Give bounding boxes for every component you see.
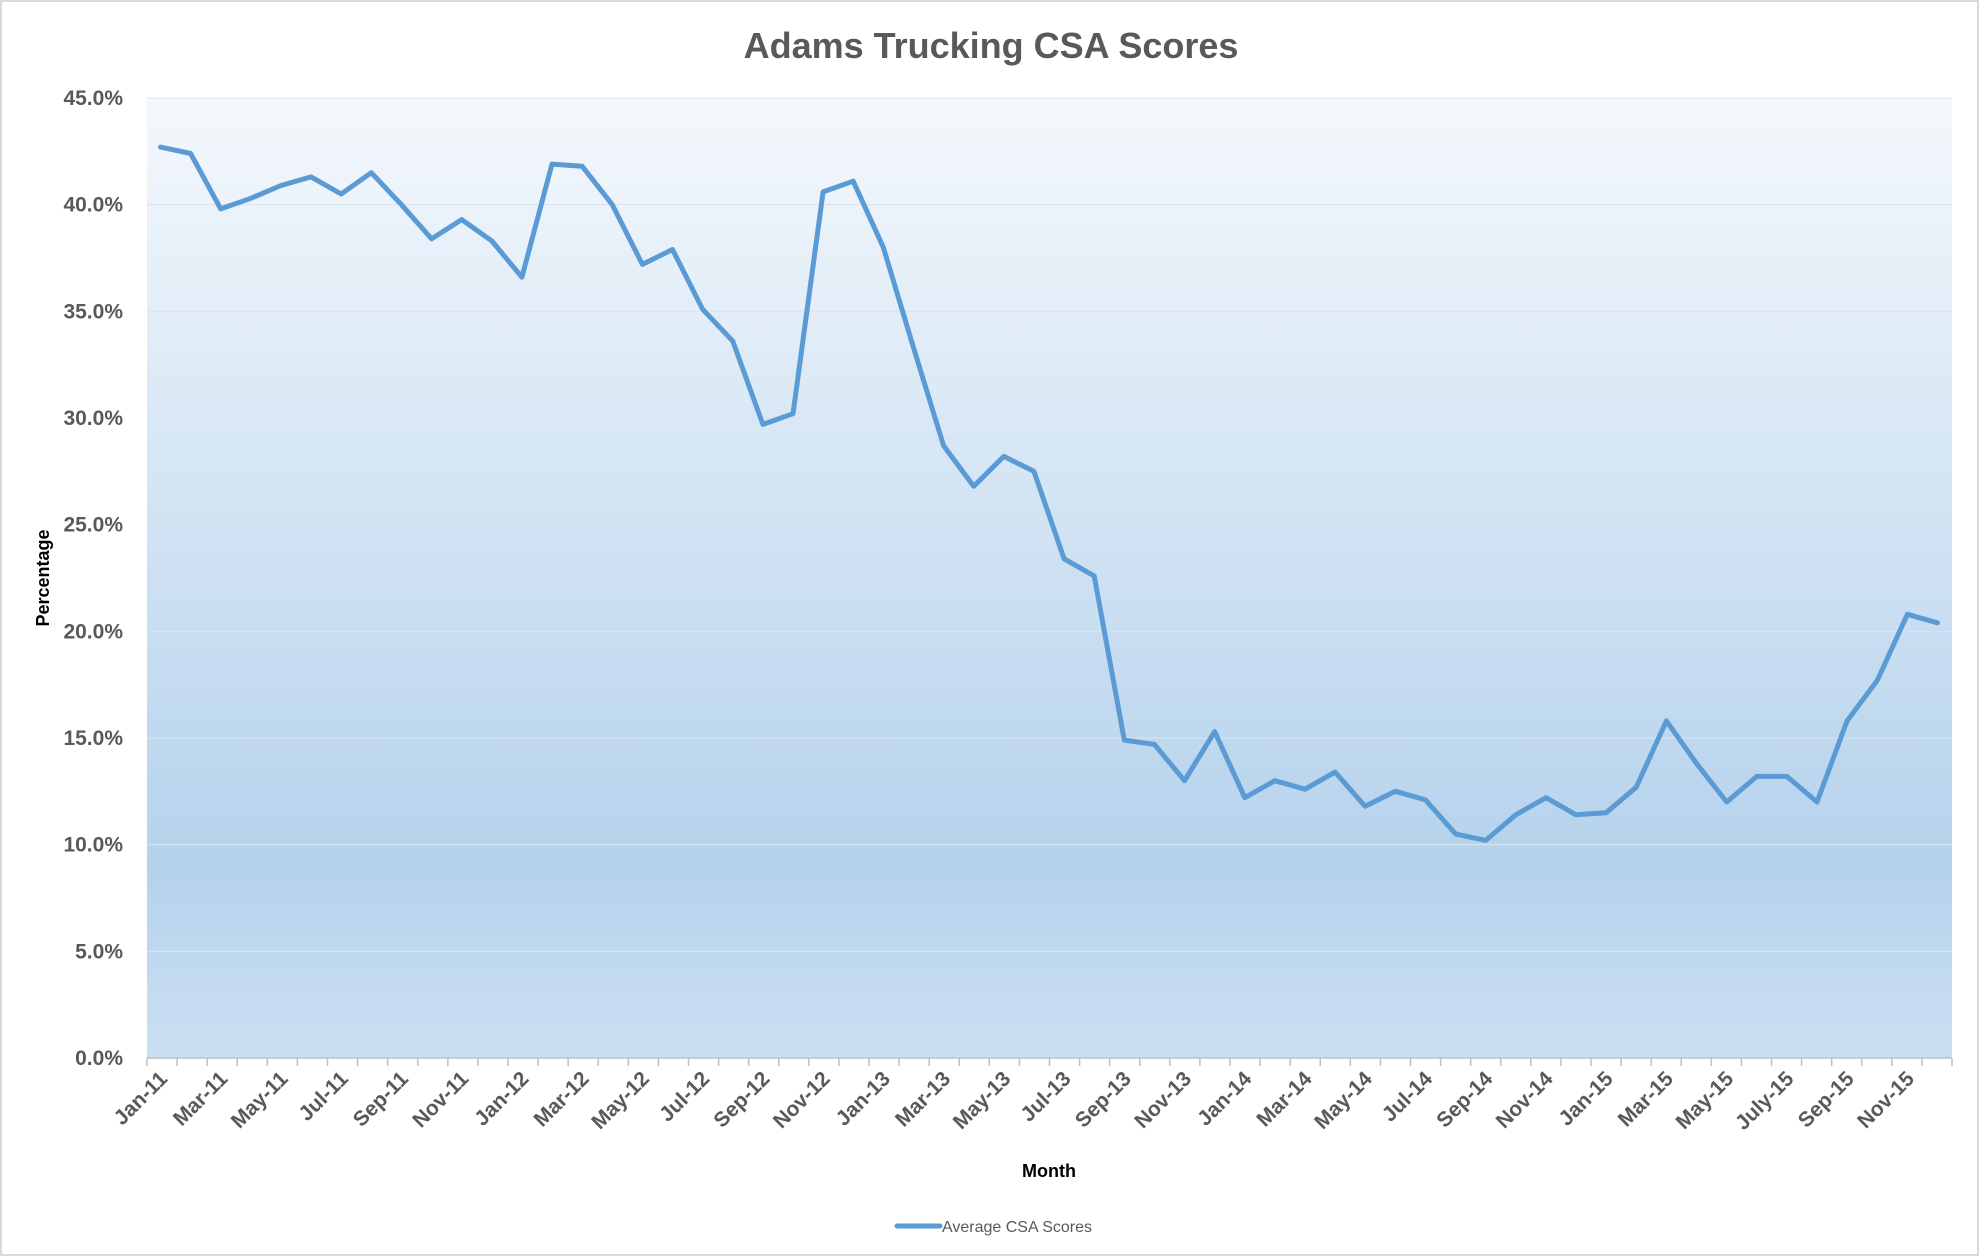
x-tick-label: May-13 — [949, 1067, 1016, 1134]
x-tick-label: Sep-14 — [1432, 1067, 1497, 1132]
y-tick-label: 45.0% — [63, 87, 123, 110]
x-tick-label: May-15 — [1672, 1067, 1739, 1134]
series-layer — [158, 144, 1940, 843]
series-line-average-csa-scores[interactable] — [158, 144, 1940, 843]
legend[interactable]: Average CSA Scores — [894, 1219, 1092, 1236]
x-tick-label: Jul-12 — [655, 1067, 714, 1126]
x-tick-label: May-11 — [227, 1067, 293, 1133]
x-tick-label: Nov-11 — [408, 1067, 473, 1132]
x-tick-label: Jan-12 — [470, 1067, 533, 1130]
x-tick-label: Jul-13 — [1016, 1067, 1075, 1126]
x-tick-label: Mar-12 — [530, 1067, 594, 1131]
x-tick-label: Sep-15 — [1794, 1067, 1859, 1132]
x-tick-label: Mar-15 — [1614, 1067, 1678, 1131]
y-tick-label: 10.0% — [63, 834, 123, 857]
y-tick-label: 40.0% — [63, 194, 123, 217]
x-tick-label: Sep-12 — [709, 1067, 774, 1132]
chart-title: Adams Trucking CSA Scores — [744, 25, 1239, 66]
y-tick-label: 0.0% — [75, 1047, 123, 1070]
x-tick-label: Nov-12 — [769, 1067, 835, 1133]
x-tick-label: Jul-14 — [1378, 1067, 1437, 1126]
x-axis — [146, 1057, 1953, 1066]
x-tick-label: Nov-13 — [1130, 1067, 1196, 1133]
x-tick-label: Nov-14 — [1492, 1067, 1558, 1133]
x-tick-label: Nov-15 — [1853, 1067, 1919, 1133]
x-tick-label: Jan-11 — [110, 1067, 173, 1130]
x-axis-label: Month — [1022, 1161, 1076, 1181]
y-tick-label: 5.0% — [75, 940, 123, 963]
x-tick-label: Sep-13 — [1071, 1067, 1136, 1132]
x-tick-label: Jan-15 — [1554, 1067, 1618, 1131]
x-tick-label: Mar-11 — [169, 1067, 233, 1131]
x-tick-label: May-14 — [1310, 1067, 1377, 1134]
y-axis-label: Percentage — [33, 529, 53, 626]
plot-area — [147, 98, 1952, 1058]
x-tick-label: Jan-14 — [1193, 1067, 1257, 1131]
x-tick-label: Jan-13 — [832, 1067, 895, 1130]
x-tick-label: Mar-13 — [891, 1067, 955, 1131]
x-tick-label: May-12 — [587, 1067, 654, 1134]
x-tick-label: Jul-11 — [294, 1067, 353, 1126]
y-tick-label: 15.0% — [63, 727, 123, 750]
gridlines — [147, 97, 1952, 952]
y-axis-ticks: 0.0% 5.0% 10.0% 15.0% 20.0% 25.0% 30.0% 35.0% 40… — [63, 87, 123, 1070]
x-tick-label: Mar-14 — [1252, 1067, 1316, 1131]
x-tick-label: Sep-11 — [349, 1067, 413, 1131]
y-tick-label: 30.0% — [63, 407, 123, 430]
y-tick-label: 25.0% — [63, 514, 123, 537]
y-tick-label: 35.0% — [63, 300, 123, 323]
x-tick-label: July-15 — [1731, 1067, 1799, 1135]
legend-label-average-csa-scores: Average CSA Scores — [942, 1219, 1092, 1236]
y-tick-label: 20.0% — [63, 620, 123, 643]
